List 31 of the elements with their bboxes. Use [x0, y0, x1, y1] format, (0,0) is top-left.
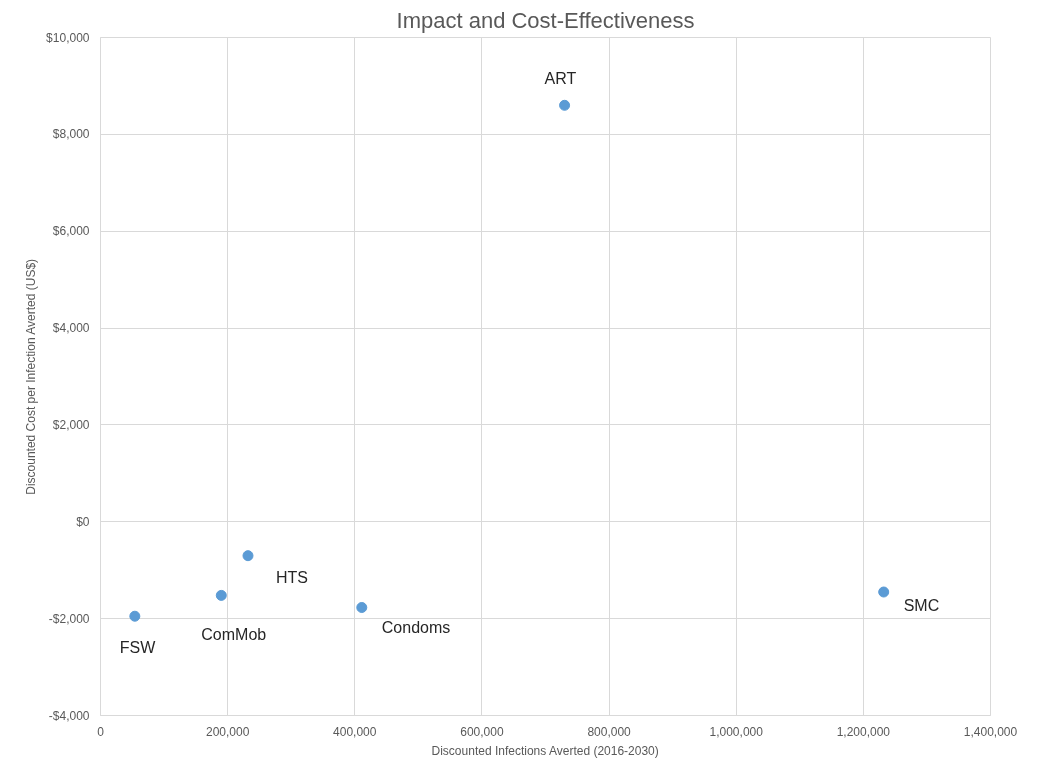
point: [356, 602, 368, 613]
y-tick-label: $8,000: [52, 127, 90, 142]
y-tick-label: -$4,000: [48, 708, 90, 723]
point: [129, 610, 141, 622]
x-tick-label: 200,000: [205, 724, 250, 739]
x-tick-label: 1,000,000: [709, 724, 764, 739]
point: [878, 586, 890, 598]
annotation: SMC: [903, 597, 940, 615]
point: [215, 589, 227, 601]
chart-title: Impact and Cost-Effectiveness: [396, 7, 695, 33]
x-tick-label: 400,000: [333, 724, 377, 739]
y-tick-label: $4,000: [52, 321, 90, 336]
y-tick-label: -$2,000: [48, 611, 90, 626]
x-tick-label: 600,000: [460, 724, 504, 739]
y-tick-label: $2,000: [52, 417, 90, 432]
annotation: Condoms: [381, 618, 451, 636]
annotation: ComMob: [201, 626, 267, 644]
x-tick-label: 800,000: [587, 724, 632, 739]
x-tick-label: 1,400,000: [963, 724, 1018, 739]
x-tick-label: 1,200,000: [836, 724, 891, 739]
point: [559, 99, 571, 111]
annotation: ART: [544, 70, 577, 88]
y-tick-label: $6,000: [52, 224, 90, 239]
y-axis-title: Discounted Cost per Infection Averted (US$): [24, 258, 39, 495]
x-axis-title: Discounted Infections Averted (2016-2030): [431, 743, 659, 758]
annotation: HTS: [275, 568, 308, 586]
y-tick-label: $10,000: [46, 30, 90, 45]
y-tick-label: $0: [76, 514, 90, 529]
x-tick-label: 0: [97, 724, 105, 739]
point: [242, 550, 254, 562]
annotation: FSW: [119, 639, 157, 657]
